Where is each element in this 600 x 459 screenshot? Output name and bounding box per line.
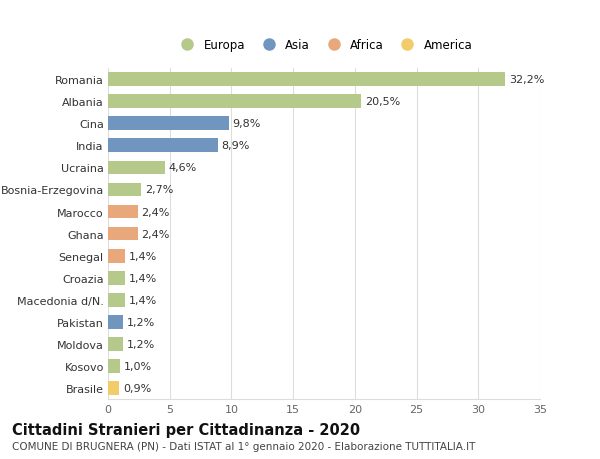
Bar [108,73,505,87]
Text: 2,4%: 2,4% [142,207,170,217]
Bar [108,315,123,329]
Text: 1,4%: 1,4% [129,251,157,261]
Text: 1,0%: 1,0% [124,361,152,371]
Bar [108,183,142,197]
Text: 1,2%: 1,2% [127,339,155,349]
Text: 1,4%: 1,4% [129,273,157,283]
Bar [108,161,165,175]
Text: 2,4%: 2,4% [142,229,170,239]
Text: 4,6%: 4,6% [169,163,197,173]
Bar [108,381,119,395]
Bar [108,249,125,263]
Bar [108,95,361,109]
Text: 32,2%: 32,2% [509,75,545,85]
Bar [108,117,229,131]
Bar [108,227,137,241]
Text: 2,7%: 2,7% [145,185,173,195]
Bar [108,337,123,351]
Text: COMUNE DI BRUGNERA (PN) - Dati ISTAT al 1° gennaio 2020 - Elaborazione TUTTITALI: COMUNE DI BRUGNERA (PN) - Dati ISTAT al … [12,441,475,451]
Text: 1,2%: 1,2% [127,317,155,327]
Bar [108,359,121,373]
Text: 9,8%: 9,8% [233,119,261,129]
Text: 1,4%: 1,4% [129,295,157,305]
Text: 8,9%: 8,9% [221,141,250,151]
Legend: Europa, Asia, Africa, America: Europa, Asia, Africa, America [170,34,478,56]
Bar [108,293,125,307]
Bar [108,205,137,219]
Bar [108,139,218,153]
Bar [108,271,125,285]
Text: 0,9%: 0,9% [123,383,151,393]
Text: Cittadini Stranieri per Cittadinanza - 2020: Cittadini Stranieri per Cittadinanza - 2… [12,422,360,437]
Text: 20,5%: 20,5% [365,97,400,107]
